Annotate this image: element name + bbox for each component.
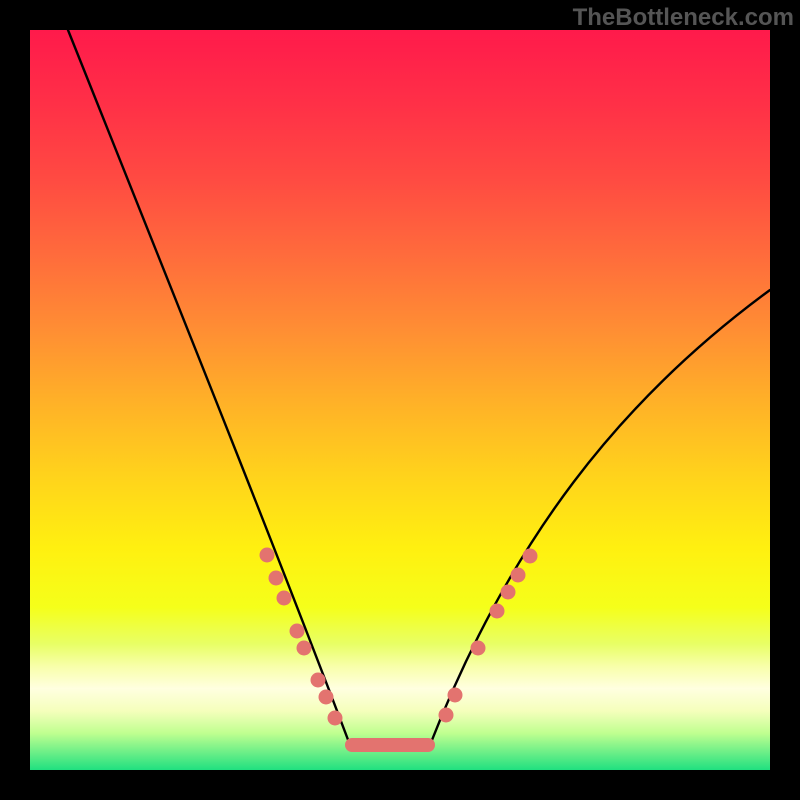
chart-svg [0,0,800,800]
data-marker [501,585,516,600]
chart-stage: TheBottleneck.com [0,0,800,800]
data-marker [277,591,292,606]
border-bottom [0,770,800,800]
data-marker [439,708,454,723]
data-marker [269,571,284,586]
border-right [770,0,800,800]
data-marker [523,549,538,564]
optimal-region [345,738,435,752]
plot-background [30,30,770,770]
data-marker [490,604,505,619]
data-marker [297,641,312,656]
data-marker [448,688,463,703]
data-marker [260,548,275,563]
data-marker [471,641,486,656]
data-marker [511,568,526,583]
data-marker [328,711,343,726]
watermark-text: TheBottleneck.com [573,4,794,32]
border-left [0,0,30,800]
data-marker [290,624,305,639]
data-marker [311,673,326,688]
data-marker [319,690,334,705]
